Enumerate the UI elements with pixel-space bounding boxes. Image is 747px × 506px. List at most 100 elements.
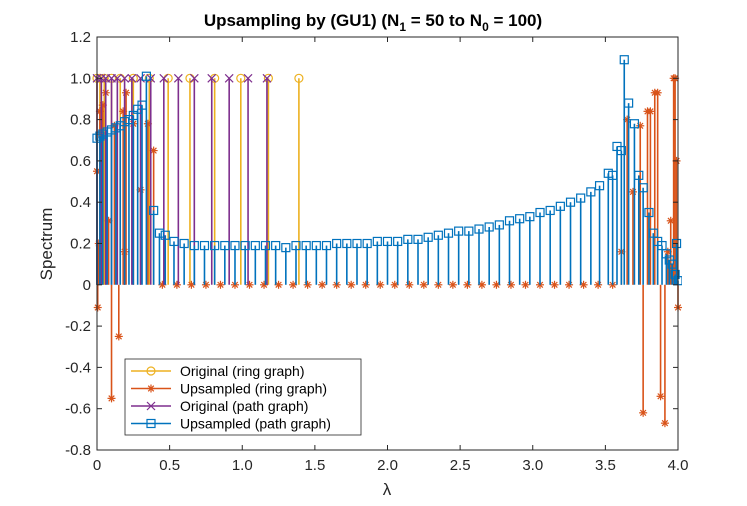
chart-title-sub2: 0 [482, 20, 489, 34]
stem-marker [250, 240, 260, 251]
stem-marker [653, 88, 662, 97]
legend: Original (ring graph) Upsampled (ring gra… [124, 358, 362, 436]
stem-marker [220, 240, 230, 251]
stem-marker [107, 394, 116, 403]
stem-marker [403, 234, 413, 244]
stem-marker [114, 332, 123, 341]
legend-marker [146, 418, 156, 429]
stem-marker [128, 73, 138, 83]
stem-marker [141, 71, 151, 81]
stem-marker [535, 207, 545, 218]
stem-marker [594, 181, 605, 191]
stem-marker [634, 170, 644, 180]
x-tick-label: 3.5 [595, 457, 616, 474]
stem-marker [565, 280, 574, 289]
stem-marker [154, 228, 165, 238]
y-tick-label: -0.4 [65, 359, 91, 376]
stem-marker [93, 303, 102, 312]
tick-layer: 0 0.5 1.0 1.5 2.0 2.5 3.0 3.5 4.0 -0.8 -0.6 -0.4 -0.… [65, 29, 688, 474]
stem-marker [160, 230, 170, 240]
stem-marker [506, 280, 515, 289]
stem-marker [127, 73, 137, 83]
stem-marker [639, 408, 648, 417]
chart-title-main: Upsampling by (GU1) (N [204, 11, 400, 30]
stem-marker [179, 238, 189, 249]
stem-marker [243, 73, 253, 83]
stem-marker [199, 240, 210, 251]
stem-marker [629, 119, 640, 129]
y-tick-label: 1.2 [70, 29, 91, 46]
stem-marker [464, 226, 474, 236]
stem-marker [245, 280, 254, 289]
stem-marker [207, 73, 217, 83]
stem-marker [311, 240, 321, 251]
stem-marker [393, 236, 403, 247]
y-tick-label: -0.8 [65, 442, 91, 459]
stem-marker [260, 240, 271, 251]
stem-marker [448, 280, 457, 289]
stem-marker [504, 216, 515, 226]
stem-marker [619, 55, 629, 65]
y-tick-label: 0.6 [70, 153, 91, 170]
stem-marker [189, 73, 199, 83]
y-axis-label: Spectrum [37, 208, 56, 281]
stem-marker [382, 236, 393, 247]
x-tick-label: 2.5 [450, 457, 471, 474]
stem-marker [362, 238, 372, 249]
stem-marker [301, 240, 311, 251]
stem-marker [671, 238, 682, 249]
stem-marker [159, 73, 169, 83]
legend-entry: Original (path graph) [131, 398, 308, 414]
legend-marker [147, 384, 155, 393]
chart-title-sub1: 1 [399, 20, 406, 34]
stem-marker [230, 240, 240, 251]
stem-marker [294, 73, 304, 83]
stem-marker [361, 280, 370, 289]
stem-marker [670, 269, 680, 280]
stem-marker [149, 205, 159, 216]
chart-title: Upsampling by (GU1) (N1 = 50 to N0 = 100… [204, 11, 542, 34]
stem-marker [413, 234, 423, 244]
stem-marker [419, 280, 428, 289]
stem-marker [624, 98, 634, 108]
stem-marker [638, 183, 648, 193]
x-tick-label: 2.0 [377, 457, 398, 474]
stem-marker [545, 205, 555, 216]
x-tick-label: 0.5 [159, 457, 180, 474]
stem-marker [263, 73, 273, 83]
stem-marker [521, 280, 530, 289]
stem-marker [594, 280, 603, 289]
stem-marker [628, 187, 637, 196]
stem-marker [576, 193, 586, 203]
stem-marker [224, 73, 234, 83]
stem-marker [352, 238, 362, 249]
stem-marker [187, 280, 196, 289]
stem-marker [274, 280, 283, 289]
y-tick-label: 0.2 [70, 236, 91, 253]
stem-marker [169, 236, 179, 247]
stem-marker [201, 280, 210, 289]
stem-marker [210, 73, 220, 83]
stem-marker [281, 243, 291, 253]
legend-entries: Original (ring graph) Upsampled (ring gra… [131, 363, 331, 432]
stem-marker [661, 249, 671, 259]
stem-marker [565, 197, 576, 207]
stem-marker [332, 238, 342, 249]
stem-marker [342, 238, 352, 249]
x-tick-label: 1.5 [304, 457, 325, 474]
stem-marker [136, 73, 145, 83]
chart-title-mid: = 50 to N [406, 11, 482, 30]
y-tick-label: 0.4 [70, 194, 91, 211]
x-tick-label: 1.0 [232, 457, 253, 474]
stem-marker [271, 240, 281, 251]
y-tick-label: 0 [83, 277, 91, 294]
y-tick-label: 1.0 [70, 70, 91, 87]
stem-marker [616, 145, 626, 156]
stem-marker [525, 212, 535, 222]
stem-marker [454, 226, 464, 236]
x-tick-label: 4.0 [668, 457, 689, 474]
legend-entry: Original (ring graph) [131, 363, 305, 379]
stem-marker [291, 240, 301, 251]
stem-marker [443, 228, 454, 238]
